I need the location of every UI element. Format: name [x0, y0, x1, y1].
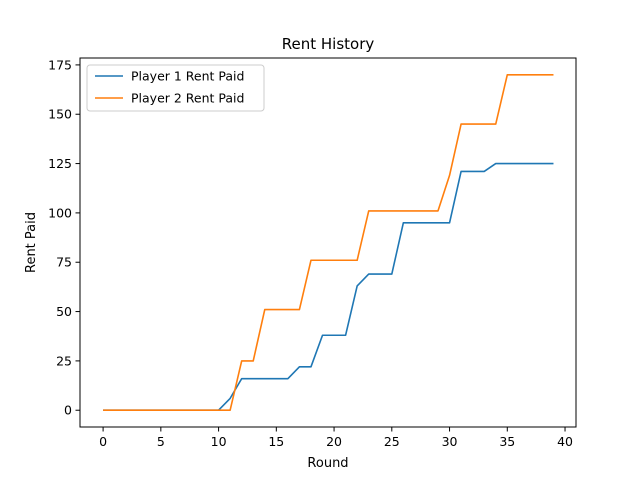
plot-area-frame [79, 57, 577, 428]
x-tick-label: 20 [326, 434, 342, 449]
legend-label-player-1: Player 1 Rent Paid [131, 69, 244, 84]
y-tick-label: 125 [48, 156, 72, 171]
x-axis-ticks: 0 5 10 15 20 25 30 35 40 [99, 427, 573, 449]
y-axis-label: Rent Paid [24, 212, 39, 273]
x-tick-label: 15 [268, 434, 284, 449]
series-line-player-1 [103, 162, 554, 412]
x-tick-label: 5 [157, 434, 165, 449]
x-tick-label: 30 [442, 434, 458, 449]
y-tick-label: 50 [56, 304, 72, 319]
y-tick-label: 175 [48, 57, 72, 72]
x-tick-label: 35 [499, 434, 515, 449]
x-tick-label: 25 [384, 434, 400, 449]
legend-label-player-2: Player 2 Rent Paid [131, 91, 244, 106]
legend-frame [86, 64, 265, 112]
x-tick-label: 40 [557, 434, 573, 449]
x-tick-label: 0 [99, 434, 107, 449]
chart-title: Rent History [282, 35, 375, 53]
y-axis-ticks: 0 25 50 75 100 125 150 175 [48, 57, 80, 418]
y-tick-label: 25 [56, 353, 72, 368]
x-axis-label: Round [307, 456, 348, 471]
y-tick-label: 0 [64, 403, 72, 418]
x-tick-label: 10 [211, 434, 227, 449]
y-tick-label: 75 [56, 255, 72, 270]
legend: Player 1 Rent Paid Player 2 Rent Paid [86, 64, 265, 112]
y-tick-label: 100 [48, 205, 72, 220]
series-lines [103, 73, 554, 412]
series-line-player-2 [103, 73, 554, 412]
y-tick-label: 150 [48, 107, 72, 122]
